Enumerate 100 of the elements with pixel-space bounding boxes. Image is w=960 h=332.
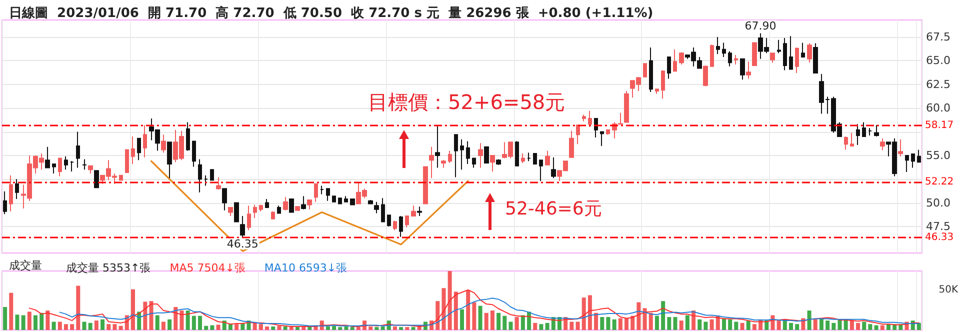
candlestick (460, 138, 464, 170)
candlestick (874, 124, 879, 137)
text: MA5 7504↓張 (170, 262, 246, 274)
candlestick (539, 160, 543, 182)
bar (746, 320, 750, 330)
candlestick (94, 170, 99, 188)
candlestick (783, 37, 787, 71)
bar (192, 316, 196, 330)
bar (204, 326, 208, 330)
candlestick (52, 163, 56, 174)
bar (34, 315, 38, 330)
candlestick (490, 154, 495, 172)
bar (654, 316, 659, 330)
candlestick (45, 146, 50, 168)
line-series (150, 160, 469, 252)
candlestick (198, 158, 202, 193)
candlestick (600, 131, 604, 146)
bar (368, 326, 373, 330)
candlestick (387, 214, 391, 227)
candlestick (862, 122, 866, 137)
y-tick-label: 50.0 (926, 196, 950, 210)
bar (46, 310, 50, 330)
bar (648, 312, 653, 330)
bar (216, 324, 220, 330)
y-tick-label: 67.5 (926, 30, 950, 44)
bar (710, 319, 714, 330)
candlestick (301, 196, 306, 210)
bar (838, 319, 842, 330)
bar (612, 319, 616, 330)
candlestick (161, 134, 166, 154)
bar (478, 306, 482, 330)
candlestick (569, 130, 574, 158)
y-tick-label: 47.5 (926, 220, 950, 233)
bar (782, 320, 787, 330)
bar (356, 327, 360, 330)
bar (698, 319, 702, 330)
bar (490, 310, 494, 330)
candlestick (222, 188, 227, 211)
bar (392, 326, 397, 330)
candlestick (624, 90, 629, 123)
candlestick (911, 154, 915, 168)
bar (58, 322, 62, 330)
candlestick (393, 220, 397, 231)
bar (850, 320, 854, 330)
bar (502, 316, 507, 330)
candlestick (649, 46, 653, 92)
bar (508, 322, 513, 330)
candlestick (204, 174, 208, 186)
candlestick (344, 196, 348, 202)
candlestick (210, 169, 214, 181)
candlestick (448, 150, 452, 164)
bar (520, 315, 525, 330)
y-tick-label: 62.5 (926, 78, 950, 91)
candlestick (70, 160, 74, 172)
candlestick (399, 216, 403, 238)
bar (618, 318, 622, 330)
bar (880, 325, 884, 330)
candlestick (234, 202, 239, 222)
candlestick (643, 63, 647, 78)
chart-title: 日線圖 2023/01/06 開 71.70 高 72.70 低 70.50 收 72.70 s 元 量 26296 張 +0.80 (+1.11%) (9, 5, 654, 21)
candlestick (703, 64, 708, 87)
bar (405, 327, 410, 330)
bar (52, 322, 56, 330)
bar (27, 312, 32, 330)
annotation: 目標價：52+6=58元 (368, 90, 566, 114)
candlestick (813, 42, 818, 74)
bar (916, 322, 921, 330)
candlestick (917, 149, 921, 163)
bar (265, 326, 270, 330)
candlestick (777, 39, 781, 54)
bar (740, 322, 744, 330)
candlestick (655, 88, 659, 94)
bar (64, 324, 68, 330)
bar (186, 310, 190, 330)
bar (667, 317, 672, 330)
candlestick (844, 136, 848, 150)
chart-title: 成交量 (9, 259, 42, 272)
candlestick (496, 158, 501, 166)
bar (338, 327, 342, 330)
candlestick (368, 199, 373, 204)
candlestick (58, 158, 62, 177)
bar (813, 319, 818, 330)
candlestick (441, 160, 446, 168)
bar (112, 324, 117, 330)
bar (106, 324, 111, 330)
candlestick (478, 142, 483, 168)
bar (228, 324, 232, 330)
ref-line-label: 52.22 (925, 176, 954, 188)
candlestick (533, 153, 537, 164)
annotation: 52-46=6元 (505, 198, 602, 220)
candlestick (265, 198, 269, 208)
bar (728, 319, 732, 330)
candlestick (289, 198, 294, 213)
bar (704, 322, 708, 330)
candlestick (307, 199, 312, 210)
candlestick (295, 206, 300, 211)
candlestick (271, 210, 275, 220)
candlestick (576, 124, 580, 145)
bar (399, 327, 404, 330)
candlestick (76, 131, 80, 168)
